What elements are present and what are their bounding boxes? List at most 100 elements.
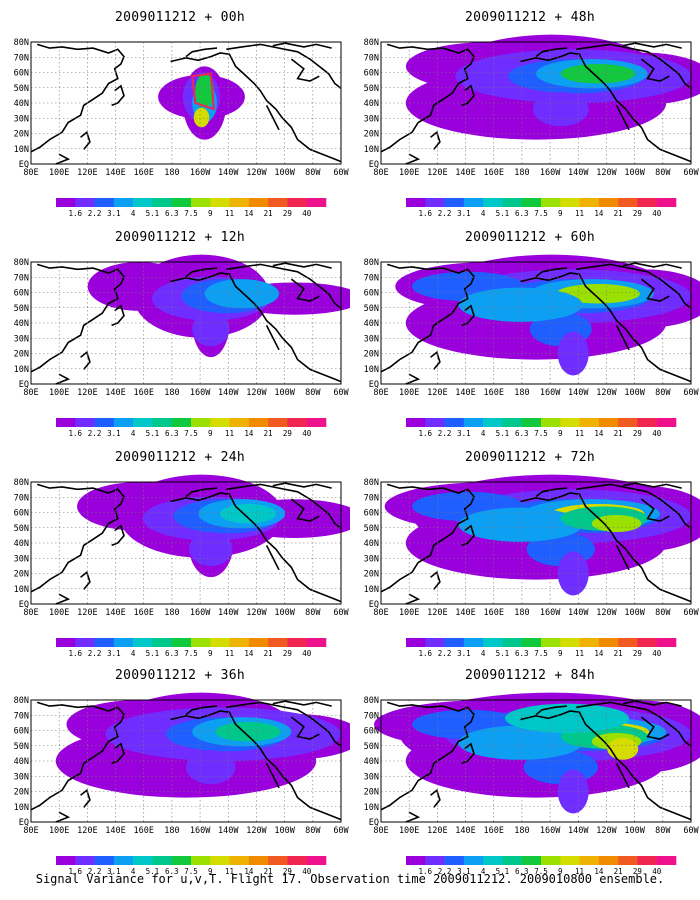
colorbar-label: 2.2 (438, 209, 452, 218)
variance-map: 80E 100E 120E 140E 160E 180 160W 140W 120W 100W 80… (14, 254, 350, 438)
colorbar-label: 1.6 (419, 867, 433, 876)
lon-tick-label: 180 (514, 168, 529, 178)
coastline (30, 263, 125, 373)
lon-tick-label: 100W (274, 168, 295, 178)
coastline (461, 742, 475, 765)
colorbar-swatch (521, 856, 542, 865)
colorbar-swatch (463, 418, 484, 427)
colorbar-swatch (483, 638, 503, 647)
lon-tick-label: 100W (624, 168, 645, 178)
colorbar-swatch (210, 418, 230, 427)
colorbar-label: 1.6 (419, 209, 433, 218)
colorbar-label: 9 (208, 649, 213, 658)
colorbar-label: 21 (264, 867, 273, 876)
lon-tick-label: 80W (655, 168, 671, 178)
colorbar-swatch (113, 418, 134, 427)
graticule (31, 42, 341, 164)
lon-tick-label: 100E (399, 826, 419, 836)
lat-tick-label: 70N (14, 273, 29, 283)
panel-title: 2009011212 + 48h (464, 10, 596, 25)
lon-tick-label: 160W (190, 608, 211, 618)
colorbar-swatch (268, 856, 288, 865)
coastlines (380, 482, 692, 605)
coastline (405, 373, 421, 385)
lon-tick-label: 120W (596, 168, 617, 178)
colorbar-swatch (306, 856, 327, 865)
variance-field (87, 254, 350, 358)
coastline (265, 545, 280, 571)
coastline (461, 524, 475, 547)
variance-map: 80E 100E 120E 140E 160E 180 160W 140W 120W 100W 80… (14, 38, 350, 218)
lat-tick-label: 50N (14, 524, 29, 534)
field-region (192, 312, 230, 347)
coastline (185, 705, 218, 716)
lat-tick-label: 60N (364, 727, 379, 737)
lat-tick-label: 40N (364, 99, 379, 109)
lat-tick-label: EQ (19, 818, 29, 828)
colorbar-label: 6.3 (515, 867, 529, 876)
variance-map: 80E 100E 120E 140E 160E 180 160W 140W 120W 100W 80… (364, 474, 700, 658)
variance-field (384, 474, 700, 596)
coastline (80, 570, 91, 590)
coastline (576, 43, 692, 90)
lon-tick-label: 120W (596, 826, 617, 836)
colorbar-label: 11 (575, 867, 584, 876)
lon-tick-label: 120E (427, 826, 447, 836)
lat-tick-label: 80N (14, 258, 29, 268)
coastline (111, 84, 125, 107)
lon-tick-label: 120W (596, 388, 617, 398)
lon-tick-label: 60W (683, 608, 699, 618)
colorbar-swatch (229, 856, 250, 865)
colorbar-swatch (541, 638, 561, 647)
colorbar-swatch (618, 198, 638, 207)
coastline (430, 350, 441, 370)
colorbar-swatch (75, 638, 95, 647)
lon-tick-label: 80W (305, 826, 321, 836)
coastline (615, 545, 630, 571)
lon-tick-label: 120E (77, 388, 97, 398)
colorbar-label: 6.3 (515, 649, 529, 658)
colorbar-swatch (560, 856, 580, 865)
colorbar-swatch (306, 418, 327, 427)
lat-tick-label: 10N (364, 803, 379, 813)
colorbar-label: 7.5 (534, 649, 548, 658)
colorbar-label: 5.1 (146, 867, 160, 876)
colorbar-label: 9 (208, 429, 213, 438)
lat-tick-label: 20N (364, 570, 379, 580)
lon-tick-label: 140W (218, 168, 239, 178)
colorbar-swatch (75, 418, 95, 427)
colorbar-label: 11 (575, 429, 584, 438)
colorbar-swatch (287, 856, 308, 865)
map-frame (30, 481, 342, 605)
lat-tick-label: 80N (364, 478, 379, 488)
lat-tick-label: EQ (19, 380, 29, 390)
panel-title: 2009011212 + 72h (464, 450, 596, 465)
lon-tick-label: 140E (105, 826, 125, 836)
colorbar: 1.6 2.2 3.1 4 5.1 6.3 7.5 9 11 14 21 29 40 (56, 198, 327, 218)
colorbar-label: 21 (264, 209, 273, 218)
field-region (505, 703, 629, 733)
lon-tick-label: 80W (305, 608, 321, 618)
lat-tick-label: 50N (364, 524, 379, 534)
forecast-panel: 2009011212 + 12h 80E 100E 120E 140E 160E 180 16… (10, 226, 350, 441)
colorbar-label: 21 (614, 867, 623, 876)
colorbar-swatch (94, 638, 115, 647)
colorbar-swatch (210, 856, 230, 865)
colorbar-label: 3.1 (107, 209, 121, 218)
colorbar-swatch (133, 638, 153, 647)
lat-tick-label: 70N (364, 53, 379, 63)
colorbar-swatch (152, 856, 173, 865)
lon-tick-label: 180 (164, 608, 179, 618)
lon-tick-label: 180 (164, 168, 179, 178)
field-region (220, 503, 276, 524)
lon-tick-label: 140E (105, 168, 125, 178)
field-region (458, 507, 583, 542)
lat-tick-label: 30N (14, 772, 29, 782)
lon-tick-label: 120E (427, 168, 447, 178)
colorbar-swatch (248, 638, 269, 647)
coastline (405, 593, 421, 605)
colorbar-swatch (152, 418, 173, 427)
colorbar-label: 14 (244, 649, 254, 658)
graticule (381, 262, 691, 384)
colorbar: 1.6 2.2 3.1 4 5.1 6.3 7.5 9 11 14 21 29 40 (406, 198, 677, 218)
